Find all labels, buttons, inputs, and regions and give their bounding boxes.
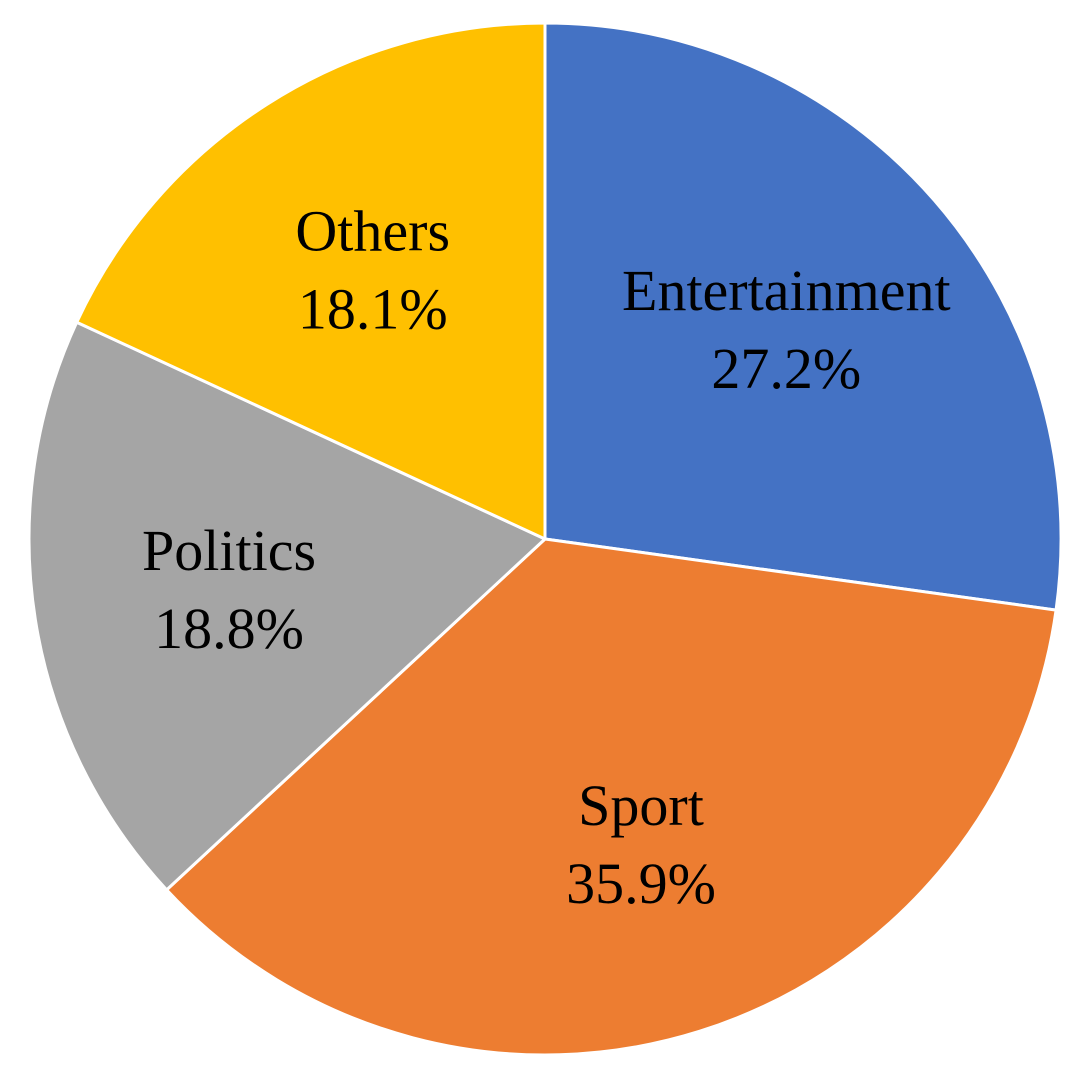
pie-slice-politics [27, 320, 547, 892]
slice-label-sport: Sport [578, 773, 704, 838]
slice-label-others: Others [295, 198, 450, 263]
slice-value-politics: 18.8% [154, 596, 304, 661]
slice-value-others: 18.1% [298, 276, 448, 341]
slice-value-sport: 35.9% [566, 851, 716, 916]
pie-labels: Entertainment 27.2% Sport 35.9% Politics 18.8… [142, 198, 951, 916]
slice-label-entertainment: Entertainment [622, 258, 951, 323]
pie-slice-others [75, 21, 547, 541]
pie-slices [27, 21, 1063, 1057]
pie-slice-sport [165, 537, 1058, 1057]
pie-slice-entertainment [543, 21, 1063, 612]
slice-value-entertainment: 27.2% [711, 336, 861, 401]
slice-label-politics: Politics [142, 518, 316, 583]
